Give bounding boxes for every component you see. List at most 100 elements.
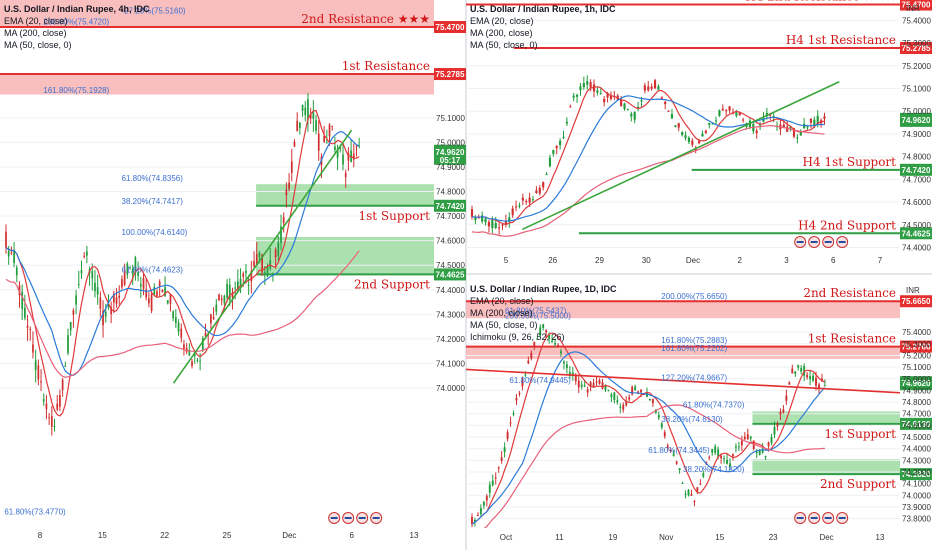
candle-body xyxy=(258,252,261,257)
candle-body xyxy=(583,385,586,387)
candle-body xyxy=(675,461,678,464)
chart-d1[interactable]: 200.00%(75.6650) 61.80%(75.5437)200.00%(7… xyxy=(466,284,932,542)
y-tick-label: 74.1000 xyxy=(436,359,465,368)
price-tag xyxy=(900,42,932,55)
candle-body xyxy=(204,332,207,337)
price-tag-label: 75.4700 xyxy=(436,23,465,32)
ema-20-line xyxy=(471,86,825,226)
candle-body xyxy=(603,98,606,103)
candle-body xyxy=(234,287,237,289)
candle-body xyxy=(42,399,45,402)
candle-body xyxy=(488,484,491,493)
candle-body xyxy=(83,255,86,257)
candle-body xyxy=(226,284,228,298)
candle-body xyxy=(626,109,629,111)
y-tick-label: 74.1000 xyxy=(902,480,931,489)
candle-body xyxy=(773,426,776,435)
candle-body xyxy=(112,293,115,303)
candle-body xyxy=(521,197,524,201)
candle-body xyxy=(575,94,579,97)
candle-body xyxy=(67,335,69,354)
x-tick-label: 3 xyxy=(784,256,789,265)
candle-body xyxy=(521,381,524,387)
candle-body xyxy=(86,251,88,256)
candle-body xyxy=(660,97,663,100)
price-tag-label: 74.4625 xyxy=(902,229,931,238)
candle-body xyxy=(731,112,735,114)
candle-body xyxy=(174,317,177,324)
chart-h4[interactable]: -27.20%(75.5160) 200.00%(75.4720) 161.80%(… xyxy=(0,0,466,540)
candle-body xyxy=(331,125,334,127)
chart-title: U.S. Dollar / Indian Rupee, 1D, IDC xyxy=(470,284,617,294)
candle-body xyxy=(782,124,785,128)
price-tag xyxy=(434,21,466,34)
candle-body xyxy=(239,278,242,287)
chart-h1[interactable]: H4 2nd Resistance ★★★ 75.4700 H4 1st Resis… xyxy=(466,0,932,265)
candle-body xyxy=(631,386,634,395)
candle-body xyxy=(7,250,10,257)
price-tag-label: 75.2785 xyxy=(902,44,931,53)
price-tag xyxy=(900,417,932,430)
candle-body xyxy=(525,201,528,203)
x-tick-label: 6 xyxy=(831,256,836,265)
candle-body xyxy=(527,360,530,364)
candle-body xyxy=(503,447,506,452)
candle-body xyxy=(711,449,714,453)
x-tick-label: 13 xyxy=(410,531,419,540)
candle-body xyxy=(742,119,745,121)
candle-body xyxy=(598,379,601,384)
candle-body xyxy=(735,112,738,116)
candle-body xyxy=(613,392,616,401)
level-zone xyxy=(466,301,900,319)
candle-body xyxy=(538,187,541,194)
candle-body xyxy=(212,316,215,319)
x-tick-label: Dec xyxy=(282,531,296,540)
fib-label: 38.20%(74.7417) xyxy=(122,197,184,206)
candle-body xyxy=(758,450,761,456)
candle-body xyxy=(315,120,317,131)
candle-body xyxy=(91,271,94,279)
candle-body xyxy=(746,434,749,440)
candle-body xyxy=(640,389,642,393)
candle-body xyxy=(582,83,585,88)
candle-body xyxy=(484,218,487,223)
candle-body xyxy=(530,352,533,359)
price-tag-label: 75.2785 xyxy=(436,70,465,79)
candle-body xyxy=(498,227,501,229)
x-tick-label: 6 xyxy=(349,531,354,540)
candle-body xyxy=(470,209,474,217)
candle-body xyxy=(785,395,788,401)
candle-body xyxy=(792,128,796,137)
candle-body xyxy=(699,483,702,485)
fib-label: 200.00%(75.6650) xyxy=(661,292,727,301)
candle-body xyxy=(620,99,623,107)
candle-body xyxy=(59,395,61,407)
price-tag-label: 74.7420 xyxy=(436,202,465,211)
candle-body xyxy=(555,146,558,149)
resistance-label: 2nd Resistance ★★★ xyxy=(301,12,430,26)
candle-body xyxy=(628,397,631,400)
candle-body xyxy=(72,310,75,315)
trend-line xyxy=(522,81,840,231)
fib-label: 61.80%(74.9445) xyxy=(509,376,571,385)
event-flag-stripe xyxy=(824,241,832,243)
indicator-label: EMA (20, close) xyxy=(470,16,534,26)
y-tick-label: 74.7000 xyxy=(902,175,931,184)
candle-body xyxy=(150,294,153,311)
price-tag xyxy=(900,340,932,353)
current-price-tag xyxy=(900,376,932,391)
candle-body xyxy=(678,468,681,471)
y-tick-label: 75.4000 xyxy=(902,328,931,337)
candle-body xyxy=(474,519,476,523)
fib-label: 200.00%(75.4720) xyxy=(43,18,109,27)
candle-body xyxy=(501,224,504,226)
candle-body xyxy=(299,122,301,129)
fib-label: 61.80%(74.8356) xyxy=(122,174,184,183)
indicator-label: MA (50, close, 0) xyxy=(4,40,72,50)
candle-body xyxy=(650,86,653,89)
candle-body xyxy=(304,107,307,116)
candle-body xyxy=(142,278,145,289)
indicator-label: MA (50, close, 0) xyxy=(470,320,538,330)
candle-body xyxy=(669,449,672,452)
candle-body xyxy=(309,113,312,119)
